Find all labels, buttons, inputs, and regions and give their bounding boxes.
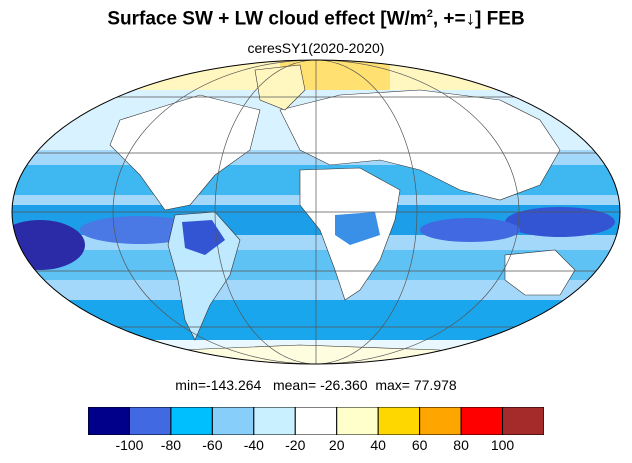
europe-asia-land	[279, 89, 561, 201]
title-prefix: Surface SW + LW cloud effect [W/m	[107, 8, 427, 30]
colorbar-tick-label: 40	[370, 437, 386, 453]
colorbar-tick-label: -20	[285, 437, 306, 453]
colorbar-tick-label: 100	[490, 437, 515, 453]
australia-land	[504, 249, 576, 296]
meridian-60	[214, 60, 418, 364]
colorbar-tick-label: -60	[202, 437, 223, 453]
colorbar-swatch	[502, 407, 544, 435]
colorbar-swatch	[170, 407, 213, 435]
max-value: 77.978	[413, 377, 457, 393]
colorbar-swatch	[253, 407, 296, 435]
colorbar-swatch	[294, 407, 338, 435]
colorbar-tick-label: 20	[328, 437, 345, 453]
title-suffix: , +=↓] FEB	[432, 8, 525, 30]
colorbar-swatch	[336, 407, 379, 435]
max-label: max=	[375, 377, 410, 393]
colorbar-tick-label: 80	[453, 437, 469, 453]
colorbar-tick-label: -40	[243, 437, 264, 453]
colorbar-swatch	[128, 407, 172, 435]
meridian-120	[112, 60, 520, 364]
title-superscript: 2	[426, 8, 433, 20]
mean-label: mean=	[272, 377, 317, 393]
colorbar-swatch	[419, 407, 462, 435]
mean-value: -26.360	[320, 377, 368, 393]
map-content	[12, 60, 620, 364]
maritime-continent-deep-blue	[505, 207, 615, 237]
africa-congo-blue	[335, 212, 380, 245]
map-border	[11, 59, 621, 365]
colorbar-swatch	[211, 407, 255, 435]
plot-subtitle: ceresSY1(2020-2020)	[247, 40, 385, 56]
indian-ocean-blue	[420, 218, 520, 242]
min-value: -143.264	[206, 377, 262, 393]
statistics-line: min=-143.264 mean= -26.360 max= 77.978	[0, 377, 632, 393]
south-america-amazon-blue	[182, 220, 225, 255]
colorbar	[88, 407, 544, 435]
colorbar-tick-label: -100	[115, 437, 144, 453]
world-map	[11, 59, 621, 365]
colorbar-swatch	[460, 407, 504, 435]
plot-title: Surface SW + LW cloud effect [W/m2, +=↓]…	[0, 8, 632, 30]
greenland-land	[254, 64, 306, 111]
colorbar-swatch	[377, 407, 421, 435]
colorbar-tick-label: 60	[411, 437, 428, 453]
min-label: min=	[175, 377, 207, 393]
colorbar-tick-label: -80	[160, 437, 182, 453]
colorbar-swatch	[88, 407, 130, 435]
